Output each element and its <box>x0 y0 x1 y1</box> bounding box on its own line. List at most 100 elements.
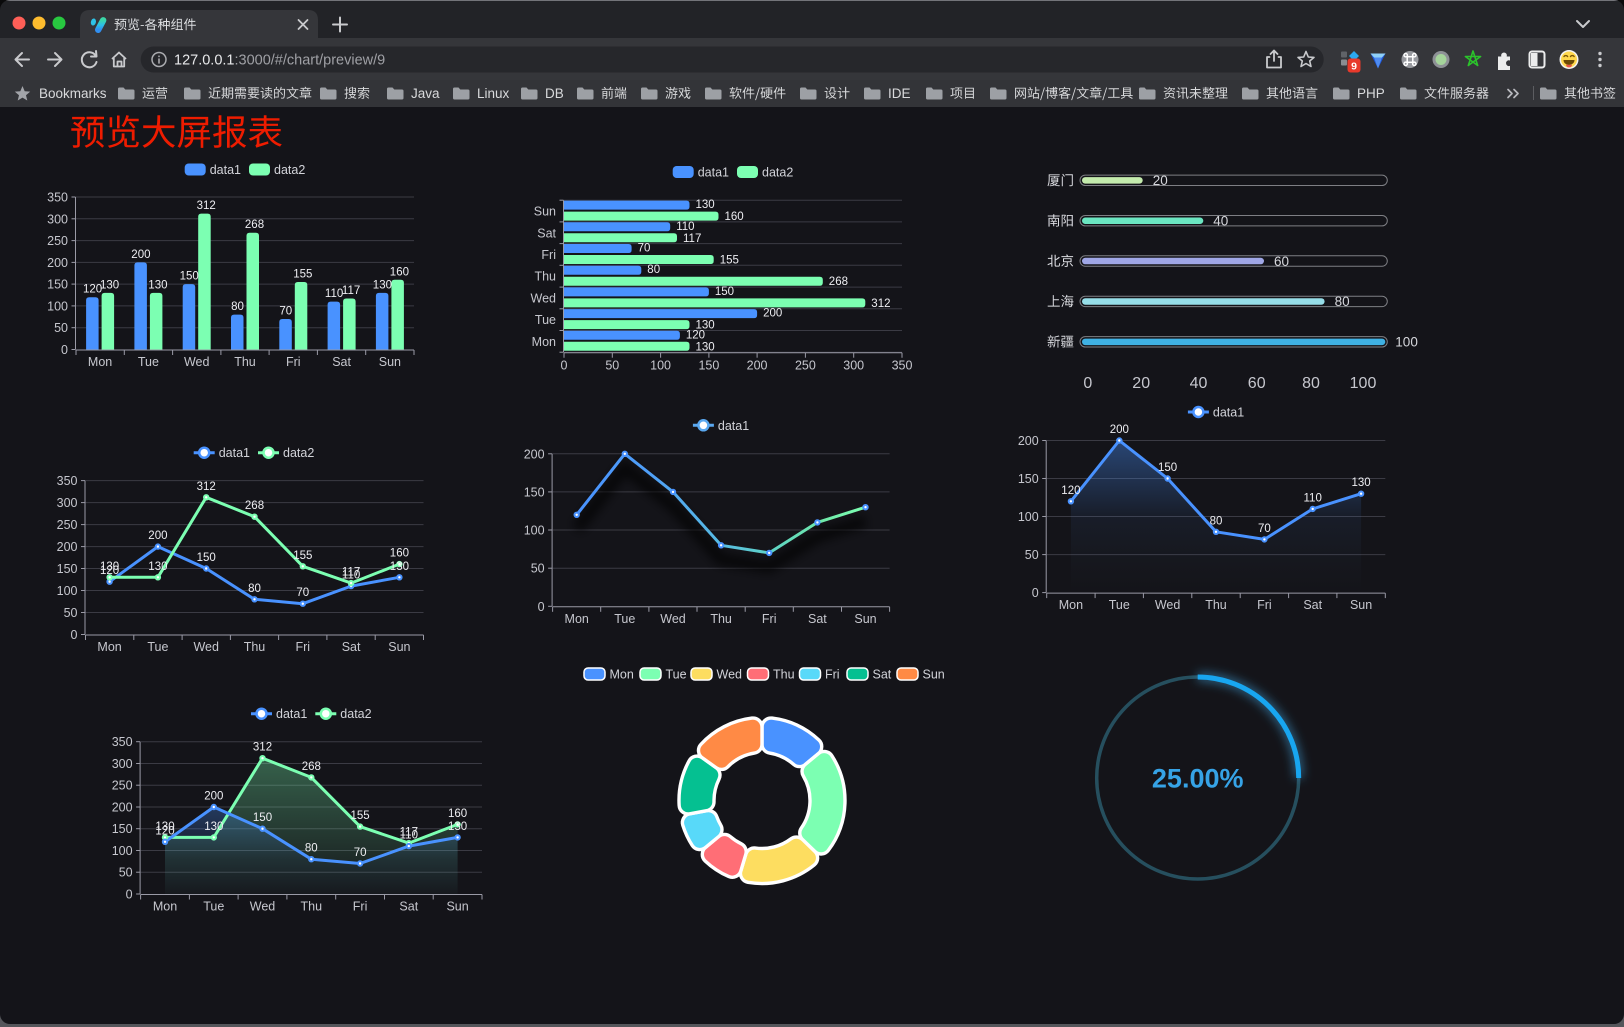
svg-text:40: 40 <box>1190 375 1208 392</box>
svg-text:Tue: Tue <box>1109 598 1130 612</box>
svg-text:200: 200 <box>148 530 167 542</box>
svg-text:110: 110 <box>676 221 694 233</box>
svg-text:350: 350 <box>47 191 68 205</box>
svg-text:127.0.0.1:3000/#/chart/preview: 127.0.0.1:3000/#/chart/preview/9 <box>174 52 385 68</box>
svg-text:250: 250 <box>47 234 68 248</box>
svg-text:Tue: Tue <box>138 355 159 369</box>
svg-text:80: 80 <box>305 843 318 855</box>
svg-text:350: 350 <box>57 474 78 488</box>
svg-text:Thu: Thu <box>301 900 323 914</box>
svg-text:Mon: Mon <box>532 335 556 349</box>
svg-text:Fri: Fri <box>296 640 311 654</box>
svg-text:155: 155 <box>293 550 312 562</box>
svg-text:0: 0 <box>1032 586 1039 600</box>
svg-text:150: 150 <box>253 812 272 824</box>
svg-text:data2: data2 <box>274 163 305 177</box>
svg-text:data1: data1 <box>718 419 749 433</box>
svg-text:0: 0 <box>126 888 133 902</box>
svg-text:80: 80 <box>1335 294 1350 309</box>
svg-text:Fri: Fri <box>353 900 368 914</box>
svg-text:Mon: Mon <box>97 640 121 654</box>
svg-text:130: 130 <box>100 279 119 291</box>
svg-text:160: 160 <box>390 266 409 278</box>
svg-text:300: 300 <box>57 496 78 510</box>
svg-text:Sat: Sat <box>342 640 361 654</box>
svg-text:117: 117 <box>342 567 360 579</box>
svg-text:200: 200 <box>763 308 782 320</box>
svg-text:data2: data2 <box>283 446 314 460</box>
svg-text:0: 0 <box>61 343 68 357</box>
svg-text:Wed: Wed <box>717 668 743 682</box>
svg-text:350: 350 <box>892 359 913 373</box>
svg-text:Fri: Fri <box>541 248 556 262</box>
svg-text:80: 80 <box>647 264 660 276</box>
svg-text:268: 268 <box>245 219 264 231</box>
svg-text:data2: data2 <box>340 707 371 721</box>
svg-text:200: 200 <box>747 359 768 373</box>
svg-text:150: 150 <box>112 822 133 836</box>
svg-text:312: 312 <box>871 298 890 310</box>
svg-text:117: 117 <box>342 285 360 297</box>
svg-text:Wed: Wed <box>250 900 276 914</box>
svg-text:Sat: Sat <box>399 900 418 914</box>
svg-text:100: 100 <box>57 584 78 598</box>
svg-text:155: 155 <box>293 269 312 281</box>
svg-text:130: 130 <box>373 279 392 291</box>
svg-text:200: 200 <box>1018 434 1039 448</box>
svg-text:250: 250 <box>57 518 78 532</box>
svg-text:130: 130 <box>148 279 167 291</box>
svg-text:50: 50 <box>54 321 68 335</box>
svg-text:Sun: Sun <box>534 205 556 219</box>
svg-text:data1: data1 <box>698 166 729 180</box>
svg-text:150: 150 <box>524 485 545 499</box>
svg-text:Sat: Sat <box>873 668 892 682</box>
svg-text:100: 100 <box>1018 510 1039 524</box>
svg-text:Mon: Mon <box>610 668 634 682</box>
svg-text:250: 250 <box>795 359 816 373</box>
svg-text:Fri: Fri <box>286 355 301 369</box>
svg-text:Wed: Wed <box>1155 598 1181 612</box>
svg-text:50: 50 <box>531 562 545 576</box>
svg-text:9: 9 <box>1351 60 1357 72</box>
svg-text:130: 130 <box>696 341 715 353</box>
svg-text:130: 130 <box>696 199 715 211</box>
svg-text:Mon: Mon <box>88 355 112 369</box>
svg-text:60: 60 <box>1248 375 1266 392</box>
svg-text:150: 150 <box>180 271 199 283</box>
svg-text:Wed: Wed <box>184 355 210 369</box>
svg-text:350: 350 <box>112 735 133 749</box>
svg-text:120: 120 <box>686 329 705 341</box>
svg-text:100: 100 <box>1350 375 1377 392</box>
svg-text:100: 100 <box>524 524 545 538</box>
svg-text:50: 50 <box>605 359 619 373</box>
svg-text:130: 130 <box>448 821 467 833</box>
svg-text:80: 80 <box>1302 375 1320 392</box>
svg-text:200: 200 <box>204 791 223 803</box>
svg-text:155: 155 <box>351 810 370 822</box>
svg-text:70: 70 <box>1258 523 1271 535</box>
svg-text:110: 110 <box>325 288 343 300</box>
svg-text:Mon: Mon <box>1059 598 1083 612</box>
svg-text:data1: data1 <box>1213 406 1244 420</box>
svg-text:120: 120 <box>83 284 102 296</box>
svg-text:130: 130 <box>390 561 409 573</box>
svg-text:Fri: Fri <box>1257 598 1272 612</box>
svg-text:268: 268 <box>245 500 264 512</box>
svg-text:Tue: Tue <box>666 668 687 682</box>
svg-text:100: 100 <box>650 359 671 373</box>
svg-text:300: 300 <box>112 757 133 771</box>
svg-text:0: 0 <box>561 359 568 373</box>
svg-text:Tue: Tue <box>614 612 635 626</box>
svg-text:Linux: Linux <box>477 86 510 101</box>
svg-text:40: 40 <box>1213 214 1228 229</box>
svg-text:0: 0 <box>1083 375 1092 392</box>
svg-text:Fri: Fri <box>825 668 840 682</box>
svg-text:Fri: Fri <box>762 612 777 626</box>
svg-text:155: 155 <box>720 255 739 267</box>
svg-text:130: 130 <box>100 561 119 573</box>
svg-text:200: 200 <box>47 256 68 270</box>
svg-text:120: 120 <box>100 565 119 577</box>
svg-text:Sat: Sat <box>332 355 351 369</box>
svg-text:110: 110 <box>342 570 360 582</box>
svg-text:80: 80 <box>1210 515 1223 527</box>
